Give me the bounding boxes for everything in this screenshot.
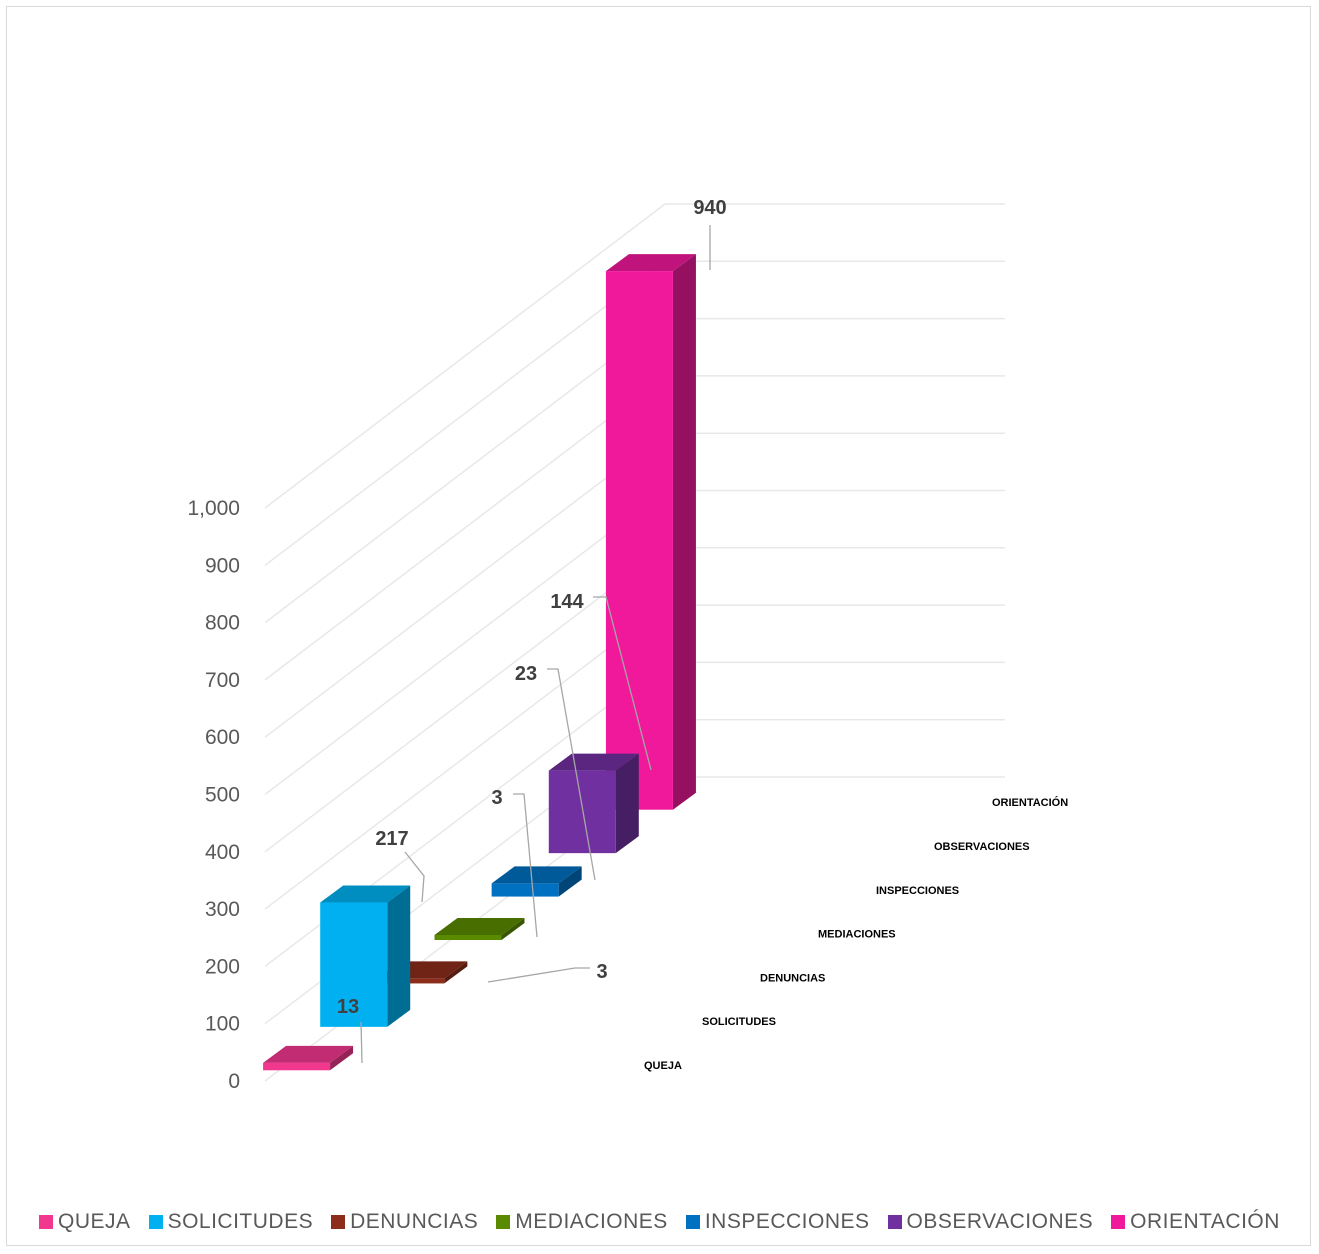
category-label: OBSERVACIONES — [934, 841, 1030, 853]
bar-solicitudes — [320, 885, 411, 1027]
legend-item: SOLICITUDES — [148, 1210, 314, 1234]
bar-side — [615, 753, 639, 854]
bars — [263, 254, 696, 1071]
legend-swatch — [887, 1215, 902, 1229]
data-label: 13 — [337, 996, 359, 1018]
gridline-depth — [264, 547, 666, 853]
data-label: 3 — [596, 961, 607, 983]
legend-label: SOLICITUDES — [167, 1210, 314, 1233]
gridline-depth — [264, 203, 666, 509]
chart-legend: QUEJA SOLICITUDES DENUNCIAS MEDIACIONES INSP… — [0, 1208, 1319, 1236]
y-tick-label: 900 — [205, 554, 240, 577]
leader-line — [547, 668, 596, 881]
gridline-depth — [264, 604, 666, 910]
y-tick-label: 800 — [205, 612, 240, 635]
gridline-depth — [264, 260, 666, 566]
data-label: 217 — [375, 828, 408, 850]
bar-side — [387, 885, 411, 1027]
legend-swatch — [331, 1215, 346, 1229]
bar-orientación — [605, 254, 696, 810]
category-label: SOLICITUDES — [702, 1016, 776, 1028]
bar-side — [672, 254, 696, 810]
legend-swatch — [148, 1215, 163, 1229]
legend-item: INSPECCIONES — [685, 1210, 870, 1234]
category-label: MEDIACIONES — [818, 929, 896, 941]
gridline-depth — [264, 432, 666, 738]
bar-observaciones — [548, 753, 639, 854]
bar-front — [434, 935, 502, 940]
category-label: QUEJA — [644, 1060, 682, 1072]
y-tick-label: 400 — [205, 841, 240, 864]
leader-line — [513, 793, 538, 938]
legend-item: DENUNCIAS — [331, 1210, 478, 1234]
leader-line — [404, 851, 425, 903]
data-label: 144 — [550, 591, 584, 613]
legend-label: QUEJA — [58, 1210, 131, 1233]
leader-line — [593, 596, 652, 771]
bar-mediaciones — [434, 918, 525, 940]
y-tick-label: 0 — [228, 1070, 240, 1093]
gridline-depth — [264, 489, 666, 796]
bar-top — [434, 918, 525, 935]
bar-inspecciones — [491, 866, 582, 897]
category-label: INSPECCIONES — [876, 885, 959, 897]
bar-front — [320, 902, 388, 1027]
data-label: 3 — [491, 787, 502, 809]
bar-top — [605, 254, 696, 272]
bar-side — [330, 1045, 354, 1071]
legend-item: ORIENTACIÓN — [1111, 1210, 1280, 1234]
legend-label: ORIENTACIÓN — [1130, 1210, 1280, 1233]
legend-item: OBSERVACIONES — [887, 1210, 1094, 1234]
bar-side — [444, 961, 468, 984]
leader-line — [360, 1021, 363, 1064]
y-tick-label: 300 — [205, 898, 240, 921]
legend-label: DENUNCIAS — [350, 1210, 479, 1233]
legend-label: INSPECCIONES — [704, 1210, 870, 1233]
y-tick-label: 100 — [205, 1013, 240, 1036]
leader-line — [487, 967, 590, 983]
legend-label: OBSERVACIONES — [906, 1210, 1094, 1233]
legend-swatch — [1111, 1215, 1126, 1229]
legend-item: QUEJA — [39, 1210, 131, 1234]
bar-top — [263, 1045, 354, 1063]
category-label: DENUNCIAS — [760, 972, 825, 984]
bar-front — [377, 978, 445, 984]
bar-top — [548, 753, 639, 771]
legend-swatch — [39, 1215, 54, 1229]
bar-front — [605, 271, 673, 810]
y-tick-label: 200 — [205, 955, 240, 978]
bar-front — [491, 883, 559, 897]
y-tick-label: 700 — [205, 669, 240, 692]
category-labels: QUEJA SOLICITUDES DENUNCIAS MEDIACIONES INSP… — [644, 796, 1068, 1072]
bar-top — [491, 866, 582, 884]
bar-front — [548, 770, 616, 854]
y-tick-label: 500 — [205, 784, 240, 807]
bar-side — [501, 918, 525, 940]
category-label: ORIENTACIÓN — [992, 796, 1068, 809]
legend-swatch — [496, 1215, 511, 1229]
legend-item: MEDIACIONES — [496, 1210, 668, 1234]
bar-queja — [263, 1045, 354, 1071]
gridline-depth — [264, 318, 666, 624]
bar-side — [558, 866, 582, 897]
y-axis-ticks: 0 100 200 300 400 500 600 700 800 900 1,000 — [187, 497, 240, 1093]
gridline-depth — [264, 375, 666, 681]
data-label: 23 — [515, 663, 537, 685]
bar-front — [263, 1062, 331, 1071]
data-labels: 13 217 3 3 23 144 940 — [337, 197, 727, 1064]
legend-swatch — [685, 1215, 700, 1229]
y-tick-label: 600 — [205, 726, 240, 749]
bar-top — [320, 885, 411, 903]
legend-label: MEDIACIONES — [515, 1210, 668, 1233]
data-label: 940 — [693, 197, 726, 219]
y-tick-label: 1,000 — [187, 497, 240, 520]
